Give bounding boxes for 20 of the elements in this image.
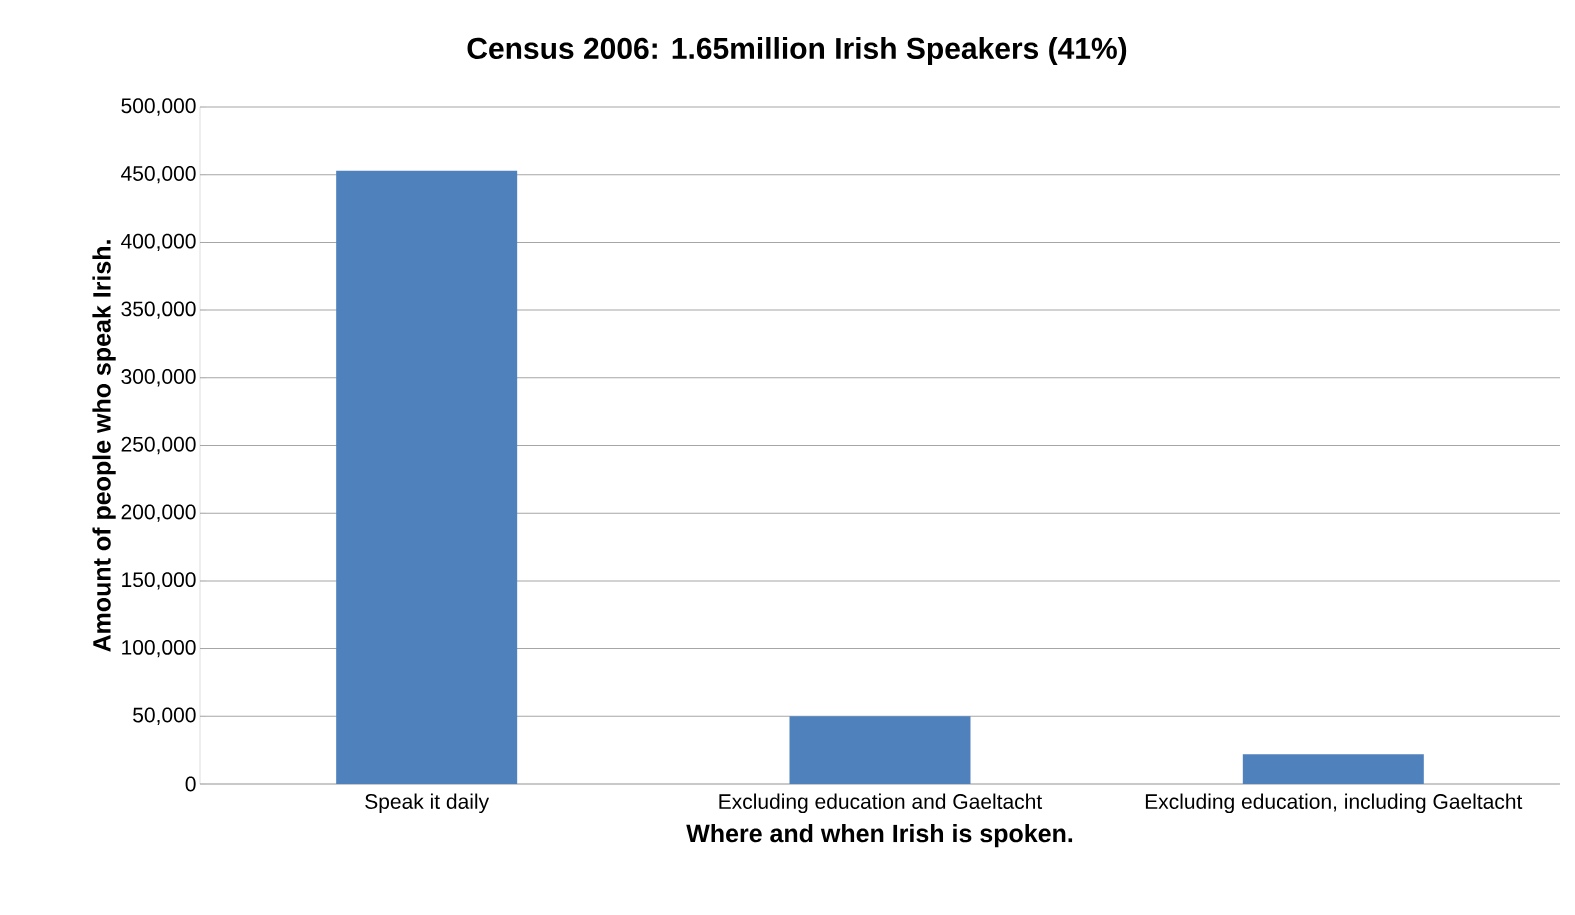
y-tick-label: 150,000: [122, 572, 196, 590]
y-tick-label: 400,000: [121, 233, 196, 252]
y-axis-title: Amount of people who speak Irish.: [92, 240, 116, 652]
y-tick-label: 500,000: [121, 98, 196, 116]
bar: [336, 170, 518, 784]
y-tick-label: 0: [185, 776, 196, 792]
y-tick-label: 300,000: [121, 369, 196, 387]
x-tick-label: Excluding education, including Gaeltacht: [1145, 793, 1523, 814]
x-axis-title: Where and when Irish is spoken.: [686, 823, 1073, 848]
y-tick-label: 350,000: [121, 301, 196, 319]
y-tick-label: 450,000: [121, 166, 196, 184]
y-tick-label: 200,000: [121, 504, 196, 522]
y-tick-label: 100,000: [122, 639, 196, 658]
x-tick-label: Excluding education and Gaeltacht: [719, 793, 1043, 814]
chart-title: Census 2006: 1.65million Irish Speakers (41%): [467, 37, 1127, 65]
bar: [789, 716, 971, 784]
y-tick-label: 250,000: [121, 436, 196, 455]
bar: [1242, 754, 1424, 784]
y-tick-label: 50,000: [133, 707, 196, 725]
x-tick-label: Speak it daily: [365, 793, 490, 814]
